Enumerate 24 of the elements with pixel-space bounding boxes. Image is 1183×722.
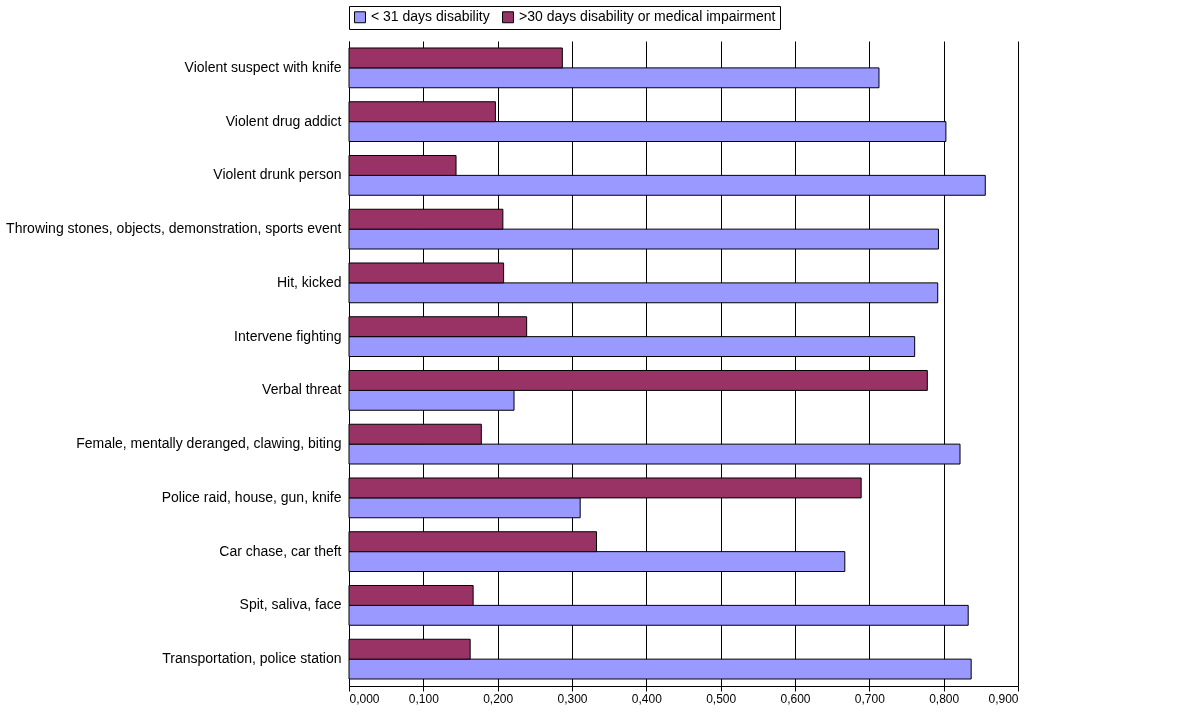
y-tick-label: Female, mentally deranged, clawing, biting [76, 435, 342, 452]
legend-label: < 31 days disability [371, 8, 490, 25]
legend-label: >30 days disability or medical impairment [519, 8, 776, 25]
y-tick-label: Intervene fighting [234, 327, 342, 344]
y-tick-label: Hit, kicked [276, 273, 342, 290]
x-tick-label: 0,200 [483, 691, 514, 706]
x-tick-label: 0,900 [988, 691, 1019, 706]
y-tick-label: Spit, saliva, face [239, 596, 342, 613]
x-tick-label: 0,600 [780, 691, 811, 706]
y-tick-label: Police raid, house, gun, knife [161, 488, 342, 505]
x-tick-label: 0,700 [854, 691, 886, 706]
x-tick-label: 0,100 [408, 691, 440, 706]
x-tick-label: 0,800 [929, 691, 960, 706]
y-tick-label: Violent drunk person [213, 166, 342, 183]
x-tick-label: 0,300 [557, 691, 588, 706]
x-tick-label: 0,400 [631, 691, 663, 706]
y-tick-label: Transportation, police station [162, 650, 342, 667]
y-tick-label: Throwing stones, objects, demonstration, sports event [6, 220, 342, 237]
y-tick-label: Violent suspect with knife [184, 58, 342, 75]
y-tick-label: Verbal threat [262, 381, 342, 398]
x-tick-label: 0,500 [706, 691, 737, 706]
y-tick-label: Violent drug addict [225, 112, 342, 129]
y-tick-label: Car chase, car theft [219, 542, 342, 559]
x-tick-label: 0,000 [349, 691, 380, 706]
